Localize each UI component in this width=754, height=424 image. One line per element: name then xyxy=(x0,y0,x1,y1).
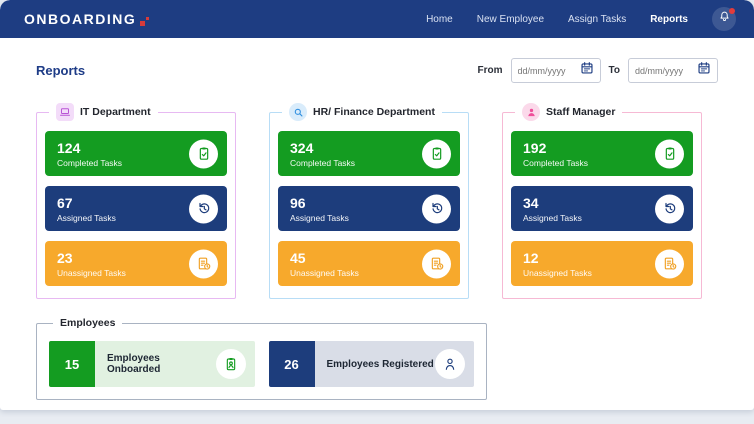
stat-value: 67 xyxy=(57,195,73,212)
stat-unassigned-tasks[interactable]: 12 Unassigned Tasks xyxy=(511,241,693,286)
panel-hr-finance-department: HR/ Finance Department 324 Completed Tas… xyxy=(269,103,469,299)
onboarded-label: Employees Onboarded xyxy=(107,353,161,375)
clock-history-icon xyxy=(422,194,451,223)
reports-page: Reports From To xyxy=(0,38,754,400)
task-pending-icon xyxy=(422,249,451,278)
app-window: ONBOARDING Home New Employee Assign Task… xyxy=(0,0,754,410)
stat-value: 324 xyxy=(290,140,314,157)
panel-title: IT Department xyxy=(80,106,151,118)
stat-value: 12 xyxy=(523,250,539,267)
nav-item-new-employee[interactable]: New Employee xyxy=(476,13,545,25)
stat-label: Completed Tasks xyxy=(523,157,589,168)
registered-count: 26 xyxy=(268,341,315,387)
stat-completed-tasks[interactable]: 192 Completed Tasks xyxy=(511,131,693,176)
to-date-input[interactable] xyxy=(635,65,697,76)
brand-accent-dots-icon xyxy=(140,15,150,27)
from-date-box xyxy=(510,58,601,83)
stat-label: Assigned Tasks xyxy=(290,212,349,223)
nav-item-assign-tasks[interactable]: Assign Tasks xyxy=(568,13,627,25)
task-pending-icon xyxy=(655,249,684,278)
page-title: Reports xyxy=(36,63,86,78)
stat-assigned-tasks[interactable]: 96 Assigned Tasks xyxy=(278,186,460,231)
calendar-icon[interactable] xyxy=(697,61,711,80)
stat-completed-tasks[interactable]: 324 Completed Tasks xyxy=(278,131,460,176)
clipboard-check-icon xyxy=(655,139,684,168)
laptop-icon xyxy=(56,103,74,121)
from-label: From xyxy=(477,65,503,76)
clipboard-check-icon xyxy=(189,139,218,168)
clipboard-check-icon xyxy=(422,139,451,168)
stat-value: 45 xyxy=(290,250,306,267)
panel-employees: Employees 15 Employees Onboarded xyxy=(36,317,487,400)
date-range-filter: From To xyxy=(478,58,718,83)
panel-title: Staff Manager xyxy=(546,106,616,118)
employees-onboarded-card[interactable]: 15 Employees Onboarded xyxy=(49,341,255,387)
panel-title: HR/ Finance Department xyxy=(313,106,435,118)
stat-value: 96 xyxy=(290,195,306,212)
to-date-box xyxy=(628,58,718,83)
registered-label: Employees Registered xyxy=(326,358,434,370)
stat-label: Unassigned Tasks xyxy=(290,267,359,278)
stat-label: Unassigned Tasks xyxy=(523,267,592,278)
person-badge-icon xyxy=(435,349,465,379)
search-icon xyxy=(289,103,307,121)
stat-completed-tasks[interactable]: 124 Completed Tasks xyxy=(45,131,227,176)
nav-item-reports[interactable]: Reports xyxy=(650,13,688,25)
bell-icon xyxy=(718,10,731,28)
stat-value: 34 xyxy=(523,195,539,212)
clock-history-icon xyxy=(189,194,218,223)
stat-unassigned-tasks[interactable]: 45 Unassigned Tasks xyxy=(278,241,460,286)
stat-assigned-tasks[interactable]: 67 Assigned Tasks xyxy=(45,186,227,231)
to-label: To xyxy=(608,65,620,76)
stat-label: Assigned Tasks xyxy=(57,212,116,223)
stat-value: 192 xyxy=(523,140,547,157)
nav-item-home[interactable]: Home xyxy=(426,13,453,25)
stat-label: Completed Tasks xyxy=(57,157,123,168)
person-icon xyxy=(522,103,540,121)
stat-label: Unassigned Tasks xyxy=(57,267,126,278)
clock-history-icon xyxy=(655,194,684,223)
brand-text: ONBOARDING xyxy=(24,11,137,27)
panel-staff-manager: Staff Manager 192 Completed Tasks 34 Ass… xyxy=(502,103,702,299)
stat-label: Completed Tasks xyxy=(290,157,356,168)
notification-badge xyxy=(729,8,735,14)
stat-value: 23 xyxy=(57,250,73,267)
calendar-icon[interactable] xyxy=(580,61,594,80)
department-panels: IT Department 124 Completed Tasks 67 Ass… xyxy=(36,103,718,299)
top-navbar: ONBOARDING Home New Employee Assign Task… xyxy=(0,0,754,38)
employees-registered-card[interactable]: 26 Employees Registered xyxy=(268,341,474,387)
main-nav: Home New Employee Assign Tasks Reports xyxy=(426,7,736,31)
panel-title: Employees xyxy=(60,317,116,329)
from-date-input[interactable] xyxy=(517,65,580,76)
stat-value: 124 xyxy=(57,140,81,157)
stat-unassigned-tasks[interactable]: 23 Unassigned Tasks xyxy=(45,241,227,286)
panel-it-department: IT Department 124 Completed Tasks 67 Ass… xyxy=(36,103,236,299)
task-pending-icon xyxy=(189,249,218,278)
clipboard-person-icon xyxy=(215,349,246,379)
notifications-button[interactable] xyxy=(712,7,736,31)
brand-logo: ONBOARDING xyxy=(24,11,150,27)
stat-assigned-tasks[interactable]: 34 Assigned Tasks xyxy=(511,186,693,231)
stat-label: Assigned Tasks xyxy=(523,212,582,223)
onboarded-count: 15 xyxy=(49,341,95,387)
